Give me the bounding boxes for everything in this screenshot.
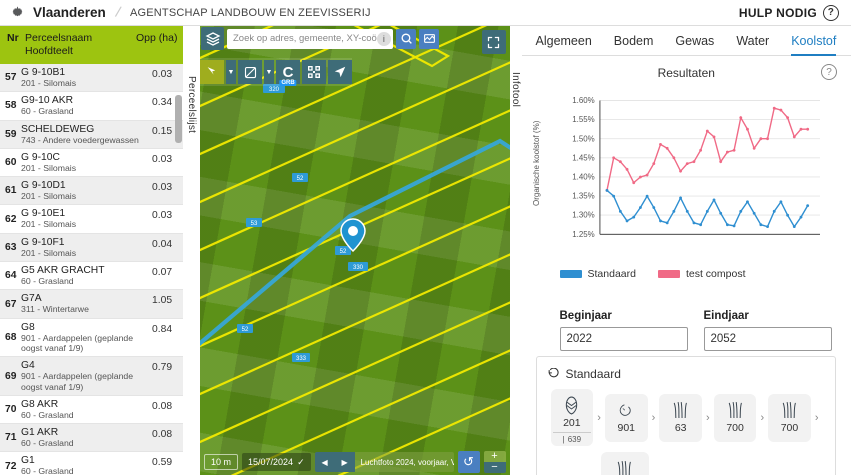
svg-text:1.55%: 1.55%	[572, 115, 594, 124]
svg-text:1.50%: 1.50%	[572, 134, 594, 143]
svg-text:52: 52	[242, 327, 249, 333]
svg-text:320: 320	[269, 87, 280, 93]
svg-text:2055: 2055	[811, 237, 820, 238]
svg-text:1.60%: 1.60%	[572, 96, 594, 105]
svg-text:2025: 2025	[631, 237, 649, 238]
svg-text:1.25%: 1.25%	[572, 230, 594, 238]
svg-text:1.40%: 1.40%	[572, 173, 594, 182]
svg-text:330: 330	[353, 265, 364, 271]
svg-text:2020: 2020	[598, 237, 616, 238]
svg-text:53: 53	[251, 221, 258, 227]
svg-text:2035: 2035	[698, 237, 716, 238]
svg-text:1.45%: 1.45%	[572, 153, 594, 162]
svg-text:1.30%: 1.30%	[572, 211, 594, 220]
svg-text:2040: 2040	[731, 237, 749, 238]
svg-text:2045: 2045	[765, 237, 783, 238]
svg-text:1.35%: 1.35%	[572, 192, 594, 201]
svg-text:2030: 2030	[665, 237, 683, 238]
svg-text:333: 333	[296, 356, 307, 362]
svg-text:52: 52	[297, 176, 304, 182]
